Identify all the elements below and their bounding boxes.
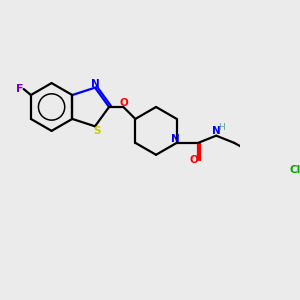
Text: O: O (119, 98, 128, 108)
Text: N: N (212, 126, 220, 136)
Text: O: O (190, 154, 198, 165)
Text: H: H (218, 123, 225, 132)
Text: S: S (94, 126, 101, 136)
Text: N: N (91, 79, 99, 89)
Text: F: F (16, 84, 24, 94)
Text: Cl: Cl (290, 165, 300, 175)
Text: N: N (171, 134, 180, 143)
